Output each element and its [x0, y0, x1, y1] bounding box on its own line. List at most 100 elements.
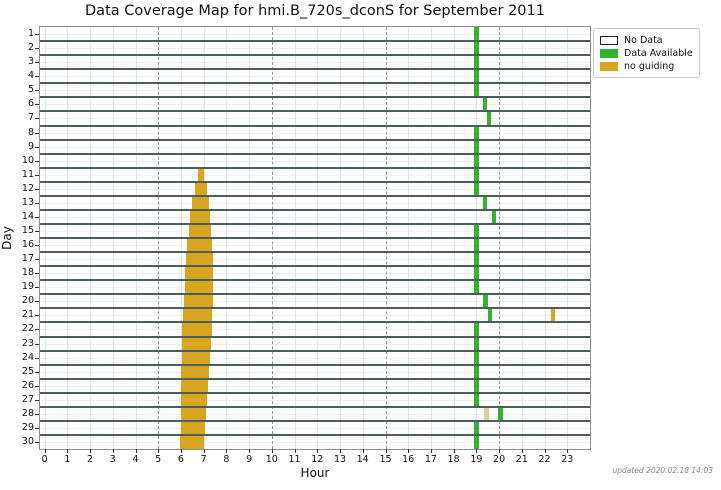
coverage-bar-data_available-day-5: [473, 83, 479, 98]
y-tick-label: 9: [27, 140, 34, 152]
x-tick: [249, 449, 251, 453]
no-data-swatch: [600, 36, 618, 45]
row-midline: [40, 343, 590, 345]
day-separator: [40, 363, 590, 366]
y-tick: [35, 202, 39, 204]
coverage-bar-data_available-day-17: [473, 252, 479, 267]
y-tick: [35, 104, 39, 106]
row-midline: [40, 357, 590, 359]
x-tick: [499, 449, 501, 453]
coverage-bar-data_available-day-23: [473, 336, 479, 351]
coverage-bar-data_available-day-1: [473, 27, 479, 42]
x-tick: [362, 449, 364, 453]
y-tick-label: 29: [21, 421, 34, 433]
day-separator: [40, 82, 590, 85]
y-tick-label: 24: [21, 351, 34, 363]
row-midline: [40, 231, 590, 232]
day-separator: [40, 293, 590, 296]
coverage-bar-no_guiding-day-18: [185, 266, 214, 281]
y-tick-label: 25: [21, 365, 34, 377]
x-tick-label: 1: [64, 454, 71, 465]
x-tick: [226, 449, 228, 453]
day-separator: [40, 419, 590, 422]
y-tick: [35, 301, 39, 303]
x-tick-label: 17: [424, 454, 437, 465]
day-separator: [40, 405, 590, 408]
row-midline: [40, 385, 590, 387]
coverage-bar-no_guiding-day-15: [188, 223, 212, 238]
y-tick-label: 2: [27, 42, 34, 54]
x-tick: [135, 449, 137, 453]
x-tick: [90, 449, 91, 453]
y-tick-label: 3: [27, 56, 34, 68]
day-separator: [40, 433, 590, 436]
y-tick: [35, 216, 39, 218]
coverage-bar-data_available-day-29: [473, 420, 479, 435]
legend-item-no-guiding: no guiding: [600, 60, 693, 73]
row-midline: [40, 90, 590, 92]
row-midline: [40, 427, 590, 429]
x-tick-label: 19: [470, 454, 483, 465]
x-tick-label: 10: [265, 454, 278, 465]
x-tick-label: 8: [223, 454, 230, 465]
plot-area: [39, 26, 591, 450]
row-midline: [40, 188, 590, 190]
x-tick-label: 2: [86, 454, 94, 465]
coverage-bar-data_available-day-13: [482, 195, 488, 210]
legend-item-data-available: Data Available: [600, 47, 693, 60]
updated-timestamp: updated 2020.02.18 14:03: [612, 466, 713, 475]
x-tick: [340, 449, 341, 453]
legend-label: Data Available: [624, 48, 693, 59]
row-midline: [40, 413, 590, 415]
y-tick-label: 26: [21, 379, 34, 391]
row-midline: [40, 202, 590, 204]
coverage-bar-data_available-day-6: [482, 97, 487, 112]
y-tick-label: 21: [21, 309, 34, 321]
row-midline: [40, 329, 590, 331]
y-tick-label: 14: [21, 210, 34, 222]
coverage-bar-data_available-day-8: [473, 125, 479, 140]
y-tick: [35, 188, 39, 190]
coverage-bar-no_guiding-day-20: [183, 294, 213, 309]
y-tick: [35, 118, 39, 120]
legend-item-no-data: No Data: [600, 34, 693, 47]
y-tick: [35, 245, 39, 246]
y-tick-label: 4: [27, 70, 34, 82]
day-separator: [40, 54, 590, 57]
day-separator: [40, 279, 590, 282]
row-midline: [40, 399, 590, 401]
x-tick-label: 21: [515, 454, 528, 465]
y-tick-label: 30: [21, 436, 34, 447]
coverage-bar-data_available-day-4: [473, 69, 479, 84]
row-midline: [40, 315, 590, 317]
day-separator: [40, 96, 590, 99]
y-tick-label: 12: [21, 182, 34, 194]
row-midline: [40, 118, 590, 120]
data-available-swatch: [600, 49, 618, 58]
day-separator: [40, 152, 590, 155]
row-midline: [40, 62, 590, 64]
y-tick: [35, 62, 39, 64]
y-tick: [35, 48, 39, 50]
coverage-bar-no_guiding-day-21: [550, 308, 555, 323]
day-separator: [40, 124, 590, 127]
day-separator: [40, 40, 590, 43]
row-midline: [40, 371, 590, 373]
row-midline: [40, 273, 590, 275]
y-tick: [35, 343, 39, 345]
coverage-bar-data_available-day-15: [473, 223, 479, 238]
x-tick-label: 6: [177, 454, 184, 465]
coverage-bar-no_guiding-day-16: [187, 238, 213, 253]
y-tick-label: 19: [21, 281, 34, 293]
row-midline: [40, 48, 590, 50]
x-tick-label: 20: [493, 454, 506, 465]
y-tick: [35, 357, 39, 359]
x-tick-label: 12: [311, 454, 324, 465]
coverage-bar-no_guiding-day-12: [194, 181, 208, 196]
coverage-bar-data_available-day-3: [473, 55, 479, 70]
x-tick: [158, 449, 160, 453]
coverage-bar-data_available-day-9: [473, 139, 479, 154]
x-tick: [521, 449, 523, 453]
y-tick-label: 10: [21, 154, 34, 166]
y-tick-label: 15: [21, 225, 34, 236]
